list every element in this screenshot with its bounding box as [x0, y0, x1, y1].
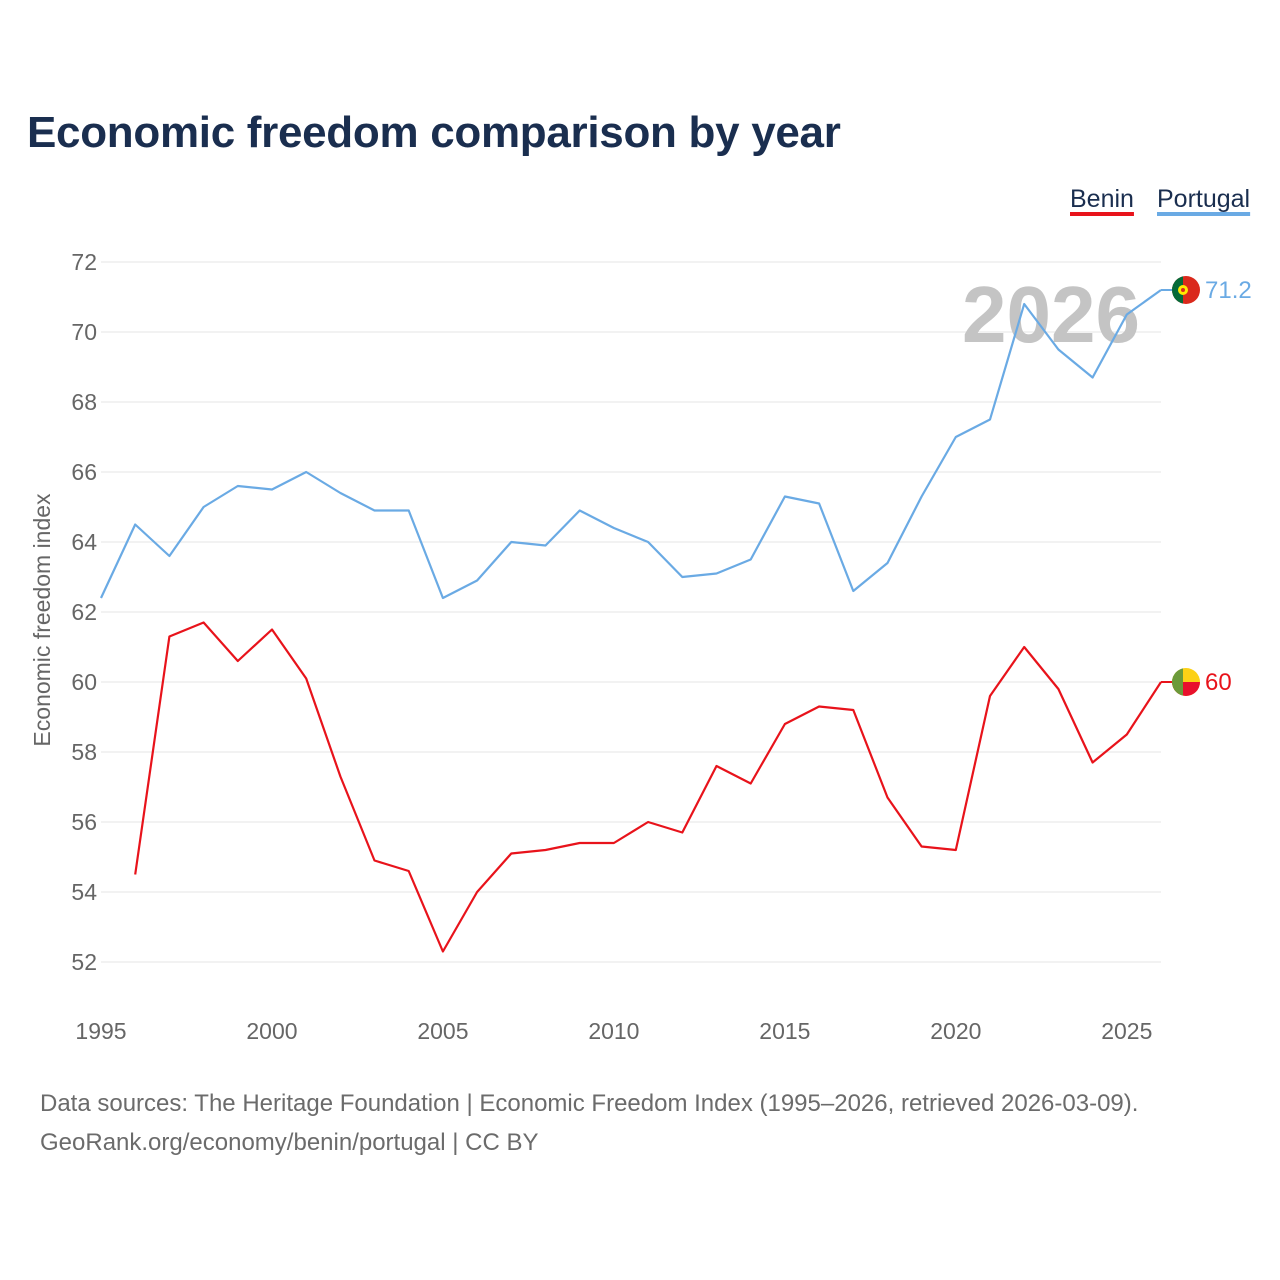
y-tick-label-68: 68: [71, 389, 97, 415]
y-tick-label-70: 70: [71, 319, 97, 345]
y-tick-label-62: 62: [71, 599, 97, 625]
footer-source: Data sources: The Heritage Foundation | …: [40, 1090, 1139, 1117]
x-axis-ticks: 1995 2000 2005 2010 2015 2020 2025: [75, 1018, 1152, 1044]
legend-swatch-portugal: [1157, 212, 1251, 216]
series-lines: [100, 289, 1162, 953]
x-tick-label-2020: 2020: [930, 1018, 981, 1044]
x-tick-label-2025: 2025: [1101, 1018, 1152, 1044]
y-tick-label-56: 56: [71, 809, 97, 835]
legend-swatch-benin: [1070, 212, 1134, 216]
end-value-label-portugal: 71.2: [1205, 277, 1252, 304]
legend-label-benin: Benin: [1070, 185, 1134, 213]
portugal-flag-icon: [1172, 276, 1200, 304]
y-tick-label-52: 52: [71, 949, 97, 975]
series-line-portugal: [100, 289, 1162, 600]
legend: Benin Portugal: [1070, 185, 1251, 216]
y-axis-label: Economic freedom index: [29, 493, 55, 747]
chart-title: Economic freedom comparison by year: [27, 108, 841, 157]
footer: Data sources: The Heritage Foundation | …: [40, 1084, 1138, 1162]
y-tick-label-54: 54: [71, 879, 97, 905]
legend-item-benin[interactable]: Benin: [1070, 185, 1134, 216]
y-tick-label-64: 64: [71, 529, 97, 555]
line-chart: 2026 52 54 56 58 60 62 64 66 68 70 72 1995 2000 2005…: [29, 185, 1252, 1044]
year-watermark: 2026: [962, 270, 1140, 359]
x-tick-label-2010: 2010: [588, 1018, 639, 1044]
y-tick-label-72: 72: [71, 249, 97, 275]
legend-item-portugal[interactable]: Portugal: [1157, 185, 1251, 216]
y-tick-label-58: 58: [71, 739, 97, 765]
benin-flag-icon: [1172, 668, 1200, 696]
y-tick-label-66: 66: [71, 459, 97, 485]
x-tick-label-2000: 2000: [246, 1018, 297, 1044]
y-tick-label-60: 60: [71, 669, 97, 695]
x-tick-label-1995: 1995: [75, 1018, 126, 1044]
x-tick-label-2015: 2015: [759, 1018, 810, 1044]
x-tick-label-2005: 2005: [417, 1018, 468, 1044]
end-markers: 60 71.2: [1161, 276, 1252, 696]
legend-label-portugal: Portugal: [1157, 185, 1250, 213]
footer-credit: GeoRank.org/economy/benin/portugal | CC …: [40, 1129, 539, 1156]
y-axis-ticks: 52 54 56 58 60 62 64 66 68 70 72: [71, 249, 97, 975]
end-value-label-benin: 60: [1205, 669, 1232, 696]
series-line-benin: [134, 621, 1162, 953]
grid-lines: [101, 261, 1161, 963]
